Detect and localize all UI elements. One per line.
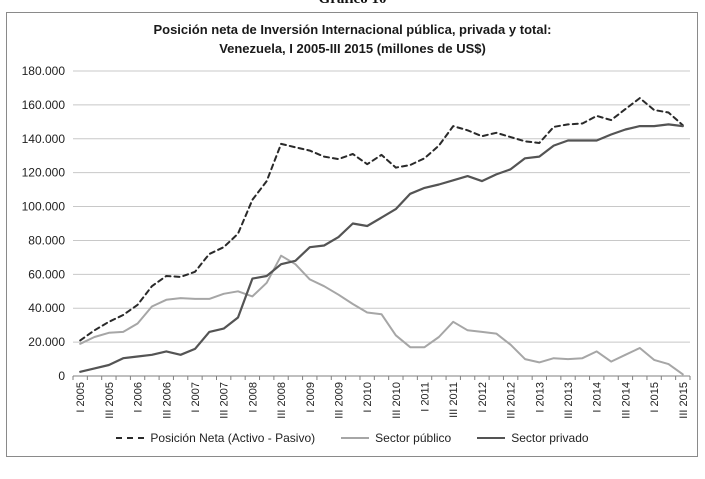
series-line-sector-privado (79, 123, 684, 373)
y-tick-label: 120.000 (22, 166, 66, 180)
x-tick-label: I 2011 (420, 382, 432, 412)
x-tick-label: I 2005 (75, 382, 87, 413)
y-tick-label: 180.000 (22, 64, 66, 78)
x-tick-label: I 2010 (362, 382, 374, 413)
series-line-posicion-neta (79, 97, 684, 342)
y-tick-label: 20.000 (28, 335, 65, 349)
x-tick-label: III 2013 (563, 382, 575, 419)
legend-swatch-dashed (116, 437, 145, 439)
figure-heading: Gráfico 10 (0, 0, 705, 8)
chart-frame (6, 12, 698, 457)
x-tick-label: I 2008 (247, 382, 259, 413)
y-tick-label: 80.000 (28, 233, 65, 247)
x-tick-label: III 2008 (276, 382, 288, 419)
legend-item-sector-privado: Sector privado (477, 431, 589, 445)
legend-item-sector-publico: Sector público (341, 431, 451, 445)
x-tick-label: III 2009 (333, 382, 345, 419)
x-tick-label: I 2014 (592, 382, 604, 413)
y-tick-label: 0 (58, 369, 65, 383)
legend-swatch-dark (477, 437, 506, 439)
x-tick-label: III 2006 (161, 382, 173, 419)
x-tick-label: I 2015 (649, 382, 661, 413)
chart-legend: Posición Neta (Activo - Pasivo) Sector p… (0, 431, 705, 445)
x-tick-label: I 2013 (534, 382, 546, 413)
legend-swatch-light (341, 437, 370, 439)
x-tick-label: III 2005 (104, 382, 116, 419)
legend-item-posicion-neta: Posición Neta (Activo - Pasivo) (116, 431, 315, 445)
chart-title-line2: Venezuela, I 2005-III 2015 (millones de … (219, 41, 486, 56)
x-tick-label: I 2006 (133, 382, 145, 413)
y-tick-label: 160.000 (22, 98, 66, 112)
x-tick-label: III 2007 (219, 382, 231, 419)
y-tick-label: 100.000 (22, 200, 66, 214)
y-tick-label: 40.000 (28, 301, 65, 315)
chart-title-line1: Posición neta de Inversión Internacional… (153, 22, 552, 37)
x-tick-label: III 2010 (391, 382, 403, 419)
y-tick-label: 60.000 (28, 267, 65, 281)
x-tick-label: III 2012 (506, 382, 518, 419)
x-tick-label: III 2011 (448, 382, 460, 418)
legend-label-posicion-neta: Posición Neta (Activo - Pasivo) (150, 431, 316, 445)
x-tick-label: I 2007 (190, 382, 202, 413)
legend-label-sector-privado: Sector privado (511, 431, 589, 445)
series-line-sector-publico (79, 254, 684, 376)
x-tick-label: I 2009 (305, 382, 317, 413)
x-tick-label: I 2012 (477, 382, 489, 413)
legend-label-sector-publico: Sector público (375, 431, 452, 445)
x-tick-label: III 2014 (620, 382, 632, 419)
y-tick-label: 140.000 (22, 132, 66, 146)
x-tick-label: III 2015 (678, 382, 690, 419)
